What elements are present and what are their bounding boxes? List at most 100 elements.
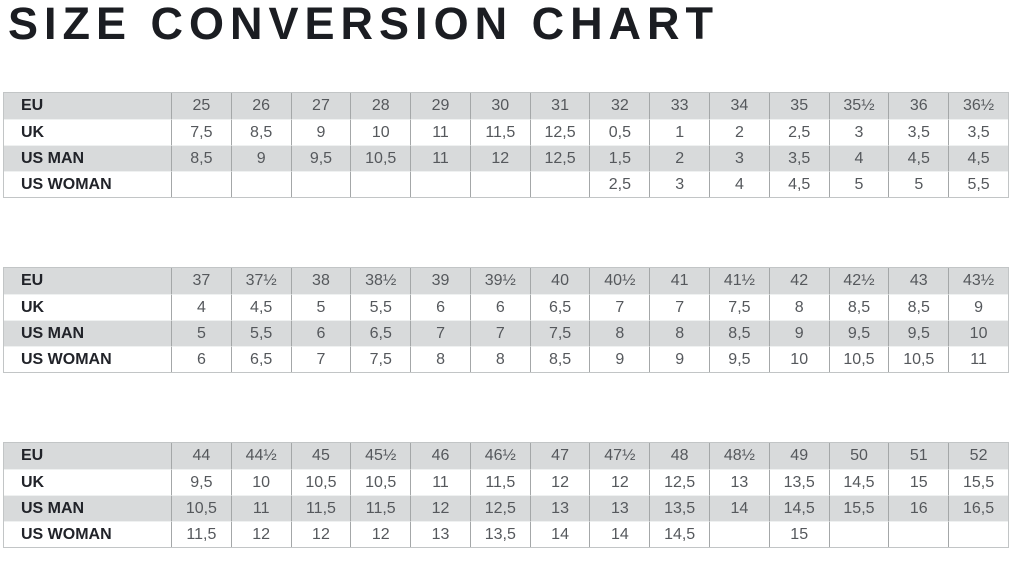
size-cell: 46½ xyxy=(469,443,530,469)
row-label: EU xyxy=(21,272,44,289)
size-cell: 14 xyxy=(709,495,769,521)
size-cell: 8 xyxy=(768,294,829,320)
table-row-uk: UK 9,5 10 10,5 10,5 11 11,5 12 12 12,5 13 13,5 14,5 1… xyxy=(4,469,1008,495)
size-cell xyxy=(529,171,590,197)
size-cell: 5 xyxy=(828,171,889,197)
size-cell: 11,5 xyxy=(469,119,530,145)
size-cell: 4,5 xyxy=(948,145,1008,171)
size-cell: 3 xyxy=(709,145,769,171)
size-cell: 8 xyxy=(469,346,530,372)
size-cell: 2 xyxy=(709,119,769,145)
size-cell: 52 xyxy=(948,443,1008,469)
size-cell xyxy=(469,171,530,197)
table-row-us-woman: US WOMAN 6 6,5 7 7,5 8 8 8,5 9 9 9,5 10 10,5 10,5 11 xyxy=(4,346,1008,372)
size-cell: 38 xyxy=(290,268,351,294)
size-cell xyxy=(709,521,769,547)
size-cell: 11,5 xyxy=(469,469,530,495)
size-cell: 40 xyxy=(529,268,590,294)
table-row-uk: UK 7,5 8,5 9 10 11 11,5 12,5 0,5 1 2 2,5 3 3,5 3,5 xyxy=(4,119,1008,145)
size-cell: 10 xyxy=(350,119,411,145)
size-cell: 7,5 xyxy=(529,320,590,346)
size-cell: 12,5 xyxy=(469,495,530,521)
size-cell: 13 xyxy=(410,521,470,547)
size-cell: 9,5 xyxy=(709,346,769,372)
size-cell: 10,5 xyxy=(350,145,411,171)
size-cell: 13 xyxy=(709,469,769,495)
table-row-us-man: US MAN 10,5 11 11,5 11,5 12 12,5 13 13 13,5 14 14,5… xyxy=(4,495,1008,521)
size-cell: 10 xyxy=(230,469,291,495)
size-cell: 11,5 xyxy=(171,521,231,547)
size-cell: 14,5 xyxy=(828,469,889,495)
size-cell: 7 xyxy=(410,320,470,346)
size-cell: 7 xyxy=(290,346,351,372)
size-conversion-table-2: EU 37 37½ 38 38½ 39 39½ 40 40½ 41 41½ 42 42½ 43 43½ UK 4… xyxy=(3,267,1009,373)
table-row-uk: UK 4 4,5 5 5,5 6 6 6,5 7 7 7,5 8 8,5 8,5 9 xyxy=(4,294,1008,320)
size-cell: 51 xyxy=(888,443,948,469)
size-cell: 5 xyxy=(888,171,949,197)
size-cell: 11 xyxy=(948,346,1008,372)
size-cell: 12 xyxy=(469,145,530,171)
size-cell: 8,5 xyxy=(828,294,889,320)
size-cell: 48½ xyxy=(709,443,769,469)
size-cell: 14 xyxy=(589,521,650,547)
size-cell: 10 xyxy=(948,320,1008,346)
size-cell: 10,5 xyxy=(888,346,949,372)
size-cell xyxy=(948,521,1008,547)
size-cell: 41½ xyxy=(709,268,769,294)
size-cell: 16 xyxy=(888,495,949,521)
size-cell: 3 xyxy=(649,171,710,197)
table-row-eu: EU 44 44½ 45 45½ 46 46½ 47 47½ 48 48½ 49 50 51 52 xyxy=(4,443,1008,469)
size-cell: 8 xyxy=(649,320,710,346)
size-cell: 6 xyxy=(469,294,530,320)
size-cell: 4 xyxy=(709,171,769,197)
size-cell: 45½ xyxy=(350,443,410,469)
size-cell: 12,5 xyxy=(529,119,590,145)
size-cell: 2,5 xyxy=(589,171,650,197)
size-cell: 9,5 xyxy=(888,320,949,346)
size-cell: 27 xyxy=(290,93,351,119)
row-label: UK xyxy=(4,119,171,145)
size-cell: 39½ xyxy=(469,268,530,294)
size-cell: 42½ xyxy=(828,268,889,294)
table-row-eu: EU 37 37½ 38 38½ 39 39½ 40 40½ 41 41½ 42 42½ 43 43½ xyxy=(4,268,1008,294)
size-cell: 9 xyxy=(230,145,291,171)
size-cell: 1,5 xyxy=(589,145,650,171)
size-cell: 4,5 xyxy=(230,294,291,320)
size-cell: 49 xyxy=(768,443,829,469)
size-cell: 7,5 xyxy=(171,119,231,145)
size-cell: 10,5 xyxy=(350,469,411,495)
size-cell: 43 xyxy=(888,268,948,294)
size-cell: 47 xyxy=(529,443,590,469)
size-cell: 37 xyxy=(171,268,231,294)
table-row-us-woman: US WOMAN 2,5 3 4 4,5 5 5 5,5 xyxy=(4,171,1008,197)
size-cell: 6 xyxy=(290,320,351,346)
size-cell: 29 xyxy=(410,93,470,119)
size-cell: 7 xyxy=(589,294,650,320)
size-cell: 5,5 xyxy=(948,171,1008,197)
size-conversion-table-3: EU 44 44½ 45 45½ 46 46½ 47 47½ 48 48½ 49 50 51 52 UK 9,5… xyxy=(3,442,1009,548)
size-cell: 43½ xyxy=(948,268,1008,294)
size-cell: 12,5 xyxy=(529,145,590,171)
size-cell: 9 xyxy=(290,119,351,145)
size-cell: 38½ xyxy=(350,268,410,294)
size-cell: 3,5 xyxy=(948,119,1008,145)
size-cell xyxy=(888,521,949,547)
row-label: UK xyxy=(4,294,171,320)
size-cell: 12 xyxy=(529,469,590,495)
size-cell: 35½ xyxy=(828,93,889,119)
size-cell: 50 xyxy=(828,443,889,469)
size-cell: 26 xyxy=(230,93,291,119)
size-cell: 40½ xyxy=(589,268,649,294)
size-cell xyxy=(230,171,291,197)
size-cell: 33 xyxy=(649,93,709,119)
size-cell: 10 xyxy=(768,346,829,372)
row-label: US WOMAN xyxy=(4,171,171,197)
size-cell: 7,5 xyxy=(350,346,411,372)
size-cell: 14,5 xyxy=(649,521,710,547)
size-cell: 28 xyxy=(350,93,410,119)
row-label: US WOMAN xyxy=(4,346,171,372)
size-cell: 8 xyxy=(410,346,470,372)
size-cell: 11 xyxy=(410,119,470,145)
size-cell: 9 xyxy=(768,320,829,346)
size-cell: 8,5 xyxy=(888,294,949,320)
